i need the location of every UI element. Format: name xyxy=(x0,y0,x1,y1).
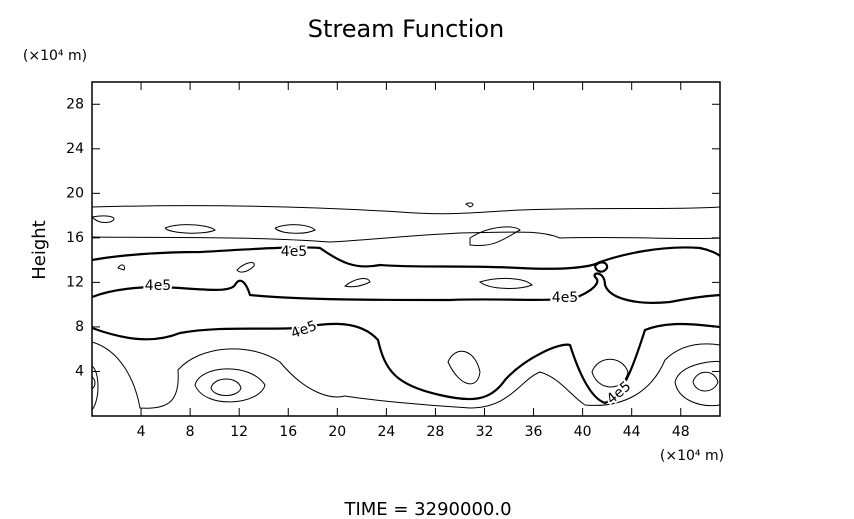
x-tick-label: 4 xyxy=(137,424,146,440)
contour-line xyxy=(274,224,316,234)
x-tick-label: 28 xyxy=(427,424,445,440)
contour-line xyxy=(478,277,533,289)
x-tick-label: 40 xyxy=(574,424,592,440)
y-tick-label: 28 xyxy=(66,96,84,112)
y-tick-label: 4 xyxy=(75,363,84,379)
contour-line xyxy=(236,262,255,273)
contour-line xyxy=(91,341,721,409)
contour-line xyxy=(91,246,721,270)
contour-line xyxy=(91,231,721,243)
plot-frame xyxy=(91,81,721,417)
x-tick-label: 36 xyxy=(525,424,543,440)
contour-line xyxy=(593,261,609,273)
y-tick-label: 12 xyxy=(66,274,84,290)
y-unit: (×10⁴ m) xyxy=(23,48,87,64)
contour-line xyxy=(91,215,115,223)
x-tick-label: 12 xyxy=(230,424,248,440)
contour-line xyxy=(447,350,481,385)
contour-line xyxy=(210,378,242,396)
x-tick-label: 16 xyxy=(279,424,297,440)
y-axis-label: Height xyxy=(29,220,50,280)
contour-line xyxy=(343,278,371,288)
contour-line xyxy=(91,365,99,411)
x-tick-label: 44 xyxy=(623,424,641,440)
footer: TIME = 3290000.0 xyxy=(343,499,511,519)
contours xyxy=(91,202,721,411)
contour-line xyxy=(91,322,721,405)
contour-line xyxy=(692,371,719,392)
y-tick-label: 8 xyxy=(75,319,84,335)
contour-line xyxy=(91,376,96,390)
contour-line xyxy=(469,226,521,247)
contour-line xyxy=(591,358,629,388)
contour-line xyxy=(91,272,721,304)
contour-label: 4e5 xyxy=(145,278,171,294)
x-tick-label: 24 xyxy=(377,424,395,440)
contour-label: 4e5 xyxy=(552,290,578,306)
contour-label: 4e5 xyxy=(281,244,307,260)
x-tick-label: 48 xyxy=(672,424,690,440)
y-tick-label: 24 xyxy=(66,141,84,157)
x-tick-label: 32 xyxy=(476,424,494,440)
x-unit: (×10⁴ m) xyxy=(660,448,724,464)
y-tick-label: 20 xyxy=(66,185,84,201)
contour-label: 4e5 xyxy=(289,318,319,342)
contour-line xyxy=(164,224,216,234)
contour-line xyxy=(117,264,125,271)
contour-label: 4e5 xyxy=(604,378,635,407)
contour-line xyxy=(465,202,474,208)
contour-line xyxy=(194,368,266,403)
x-tick-label: 20 xyxy=(328,424,346,440)
y-tick-label: 16 xyxy=(66,230,84,246)
contour-line xyxy=(91,205,721,215)
x-tick-label: 8 xyxy=(186,424,195,440)
chart-title: Stream Function xyxy=(308,15,505,43)
contour-line xyxy=(674,360,721,407)
